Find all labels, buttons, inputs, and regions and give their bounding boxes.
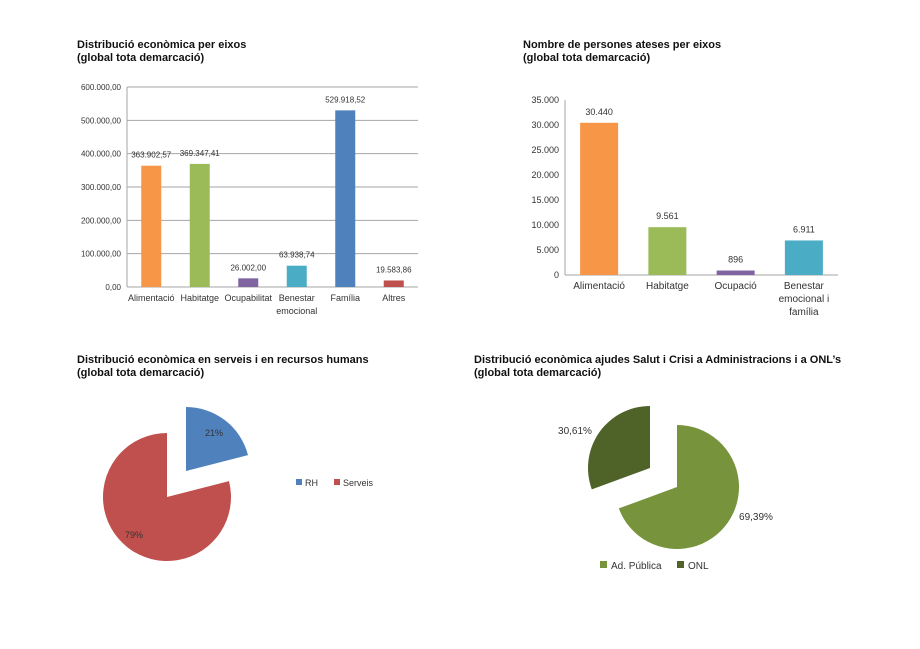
chart2-category-label-line: família xyxy=(789,307,819,318)
chart1-bar xyxy=(189,163,210,287)
chart2-ytick-label: 25.000 xyxy=(531,145,559,155)
chart2-category-label: Ocupació xyxy=(715,281,758,292)
chart1-title: Distribució econòmica per eixos (global t… xyxy=(77,39,246,65)
chart2-title-line1: Nombre de persones ateses per eixos xyxy=(523,39,722,51)
chart1-subtitle: (global tota demarcació) xyxy=(77,52,205,64)
chart1-data-label: 369.347,41 xyxy=(180,149,221,158)
chart1-ytick-label: 400.000,00 xyxy=(81,150,122,159)
chart1-data-label: 363.902,57 xyxy=(131,151,172,160)
chart3-slice-rh xyxy=(186,407,248,471)
chart1-category-label: Alimentació xyxy=(128,293,175,303)
chart1-category-label: Habitatge xyxy=(180,293,219,303)
chart1-ytick-label: 300.000,00 xyxy=(81,183,122,192)
chart1-data-label: 529.918,52 xyxy=(325,95,366,104)
chart4-subtitle: (global tota demarcació) xyxy=(474,367,602,379)
chart4-legend-swatch-onl xyxy=(677,561,684,568)
chart1-bar xyxy=(238,278,259,287)
chart2-bar xyxy=(716,270,755,275)
chart1-ytick-label: 500.000,00 xyxy=(81,116,122,125)
chart3-legend-swatch-rh xyxy=(296,479,302,485)
chart1-title-line1: Distribució econòmica per eixos xyxy=(77,39,247,51)
chart2-ytick-label: 30.000 xyxy=(531,120,559,130)
chart2-data-label: 896 xyxy=(728,255,743,265)
chart1-data-label: 26.002,00 xyxy=(230,263,266,272)
chart2-category-label-line: Benestar xyxy=(784,281,825,292)
chart2-bar xyxy=(648,227,687,275)
chart3-data-label: 21% xyxy=(205,428,223,438)
chart2-bar xyxy=(784,240,823,275)
chart1-bar xyxy=(286,265,307,287)
chart1-ytick-label: 0,00 xyxy=(105,283,121,292)
chart1-bar xyxy=(141,165,162,287)
chart4-legend-label: Ad. Pública xyxy=(611,561,662,572)
chart1-ytick-label: 200.000,00 xyxy=(81,216,122,225)
chart4-data-label: 69,39% xyxy=(739,512,773,523)
chart2-data-label: 9.561 xyxy=(656,211,679,221)
chart2-bar xyxy=(580,122,619,275)
chart2-subtitle: (global tota demarcació) xyxy=(523,52,651,64)
chart2-ytick-label: 20.000 xyxy=(531,170,559,180)
chart1-category-label: Benestar emocional xyxy=(276,293,317,316)
chart2-ytick-label: 5.000 xyxy=(536,245,559,255)
chart2-data-label: 6.911 xyxy=(793,224,815,234)
chart3-data-label: 79% xyxy=(125,530,143,540)
chart1-bar xyxy=(335,110,356,287)
chart1-ytick-label: 100.000,00 xyxy=(81,250,122,259)
chart4-title-line1: Distribució econòmica ajudes Salut i Cri… xyxy=(474,354,842,366)
chart2-category-label: Alimentació xyxy=(573,281,625,292)
chart4-slice-ad-publica xyxy=(618,425,739,549)
chart3-legend-label: Serveis xyxy=(343,478,374,488)
chart1-ytick-label: 600.000,00 xyxy=(81,83,122,92)
chart2-data-label: 30.440 xyxy=(585,107,613,117)
chart3-legend-label: RH xyxy=(305,478,318,488)
chart3-slice-serveis xyxy=(102,433,231,561)
chart3-legend-swatch-serveis xyxy=(334,479,340,485)
chart2-ytick-label: 10.000 xyxy=(531,220,559,230)
chart4-legend-label: ONL xyxy=(688,561,709,572)
chart4-title: Distribució econòmica ajudes Salut i Cri… xyxy=(474,354,841,380)
chart2-ytick-label: 0 xyxy=(554,270,559,280)
chart1-category-label-line: emocional xyxy=(276,306,317,316)
chart1-data-label: 63.938,74 xyxy=(279,251,315,260)
chart1-data-label: 19.583,86 xyxy=(376,265,412,274)
chart1-category-label-line: Benestar xyxy=(279,293,315,303)
chart2-ytick-label: 35.000 xyxy=(531,95,559,105)
chart2-category-label: Benestar emocional i família xyxy=(779,281,830,318)
chart4-data-label: 30,61% xyxy=(558,426,592,437)
chart3-title: Distribució econòmica en serveis i en re… xyxy=(77,354,369,380)
chart2-category-label-line: emocional i xyxy=(779,294,830,305)
chart1-bar xyxy=(383,280,404,287)
chart2-ytick-label: 15.000 xyxy=(531,195,559,205)
chart2-title: Nombre de persones ateses per eixos (glob… xyxy=(523,39,721,65)
chart1-category-label: Família xyxy=(330,293,360,303)
chart3-subtitle: (global tota demarcació) xyxy=(77,367,205,379)
chart4-legend-swatch-ad-publica xyxy=(600,561,607,568)
chart2-category-label: Habitatge xyxy=(646,281,689,292)
chart1-category-label: Altres xyxy=(382,293,406,303)
chart3-title-line1: Distribució econòmica en serveis i en re… xyxy=(77,354,369,366)
chart4-slice-onl xyxy=(588,406,650,490)
chart1-category-label: Ocupabilitat xyxy=(224,293,272,303)
